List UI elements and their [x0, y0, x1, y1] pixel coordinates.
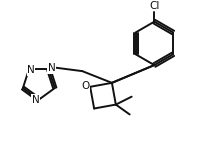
Text: N: N: [27, 65, 35, 75]
Text: Cl: Cl: [149, 1, 160, 11]
Text: O: O: [81, 81, 89, 91]
Text: N: N: [32, 95, 40, 105]
Text: N: N: [48, 63, 56, 73]
